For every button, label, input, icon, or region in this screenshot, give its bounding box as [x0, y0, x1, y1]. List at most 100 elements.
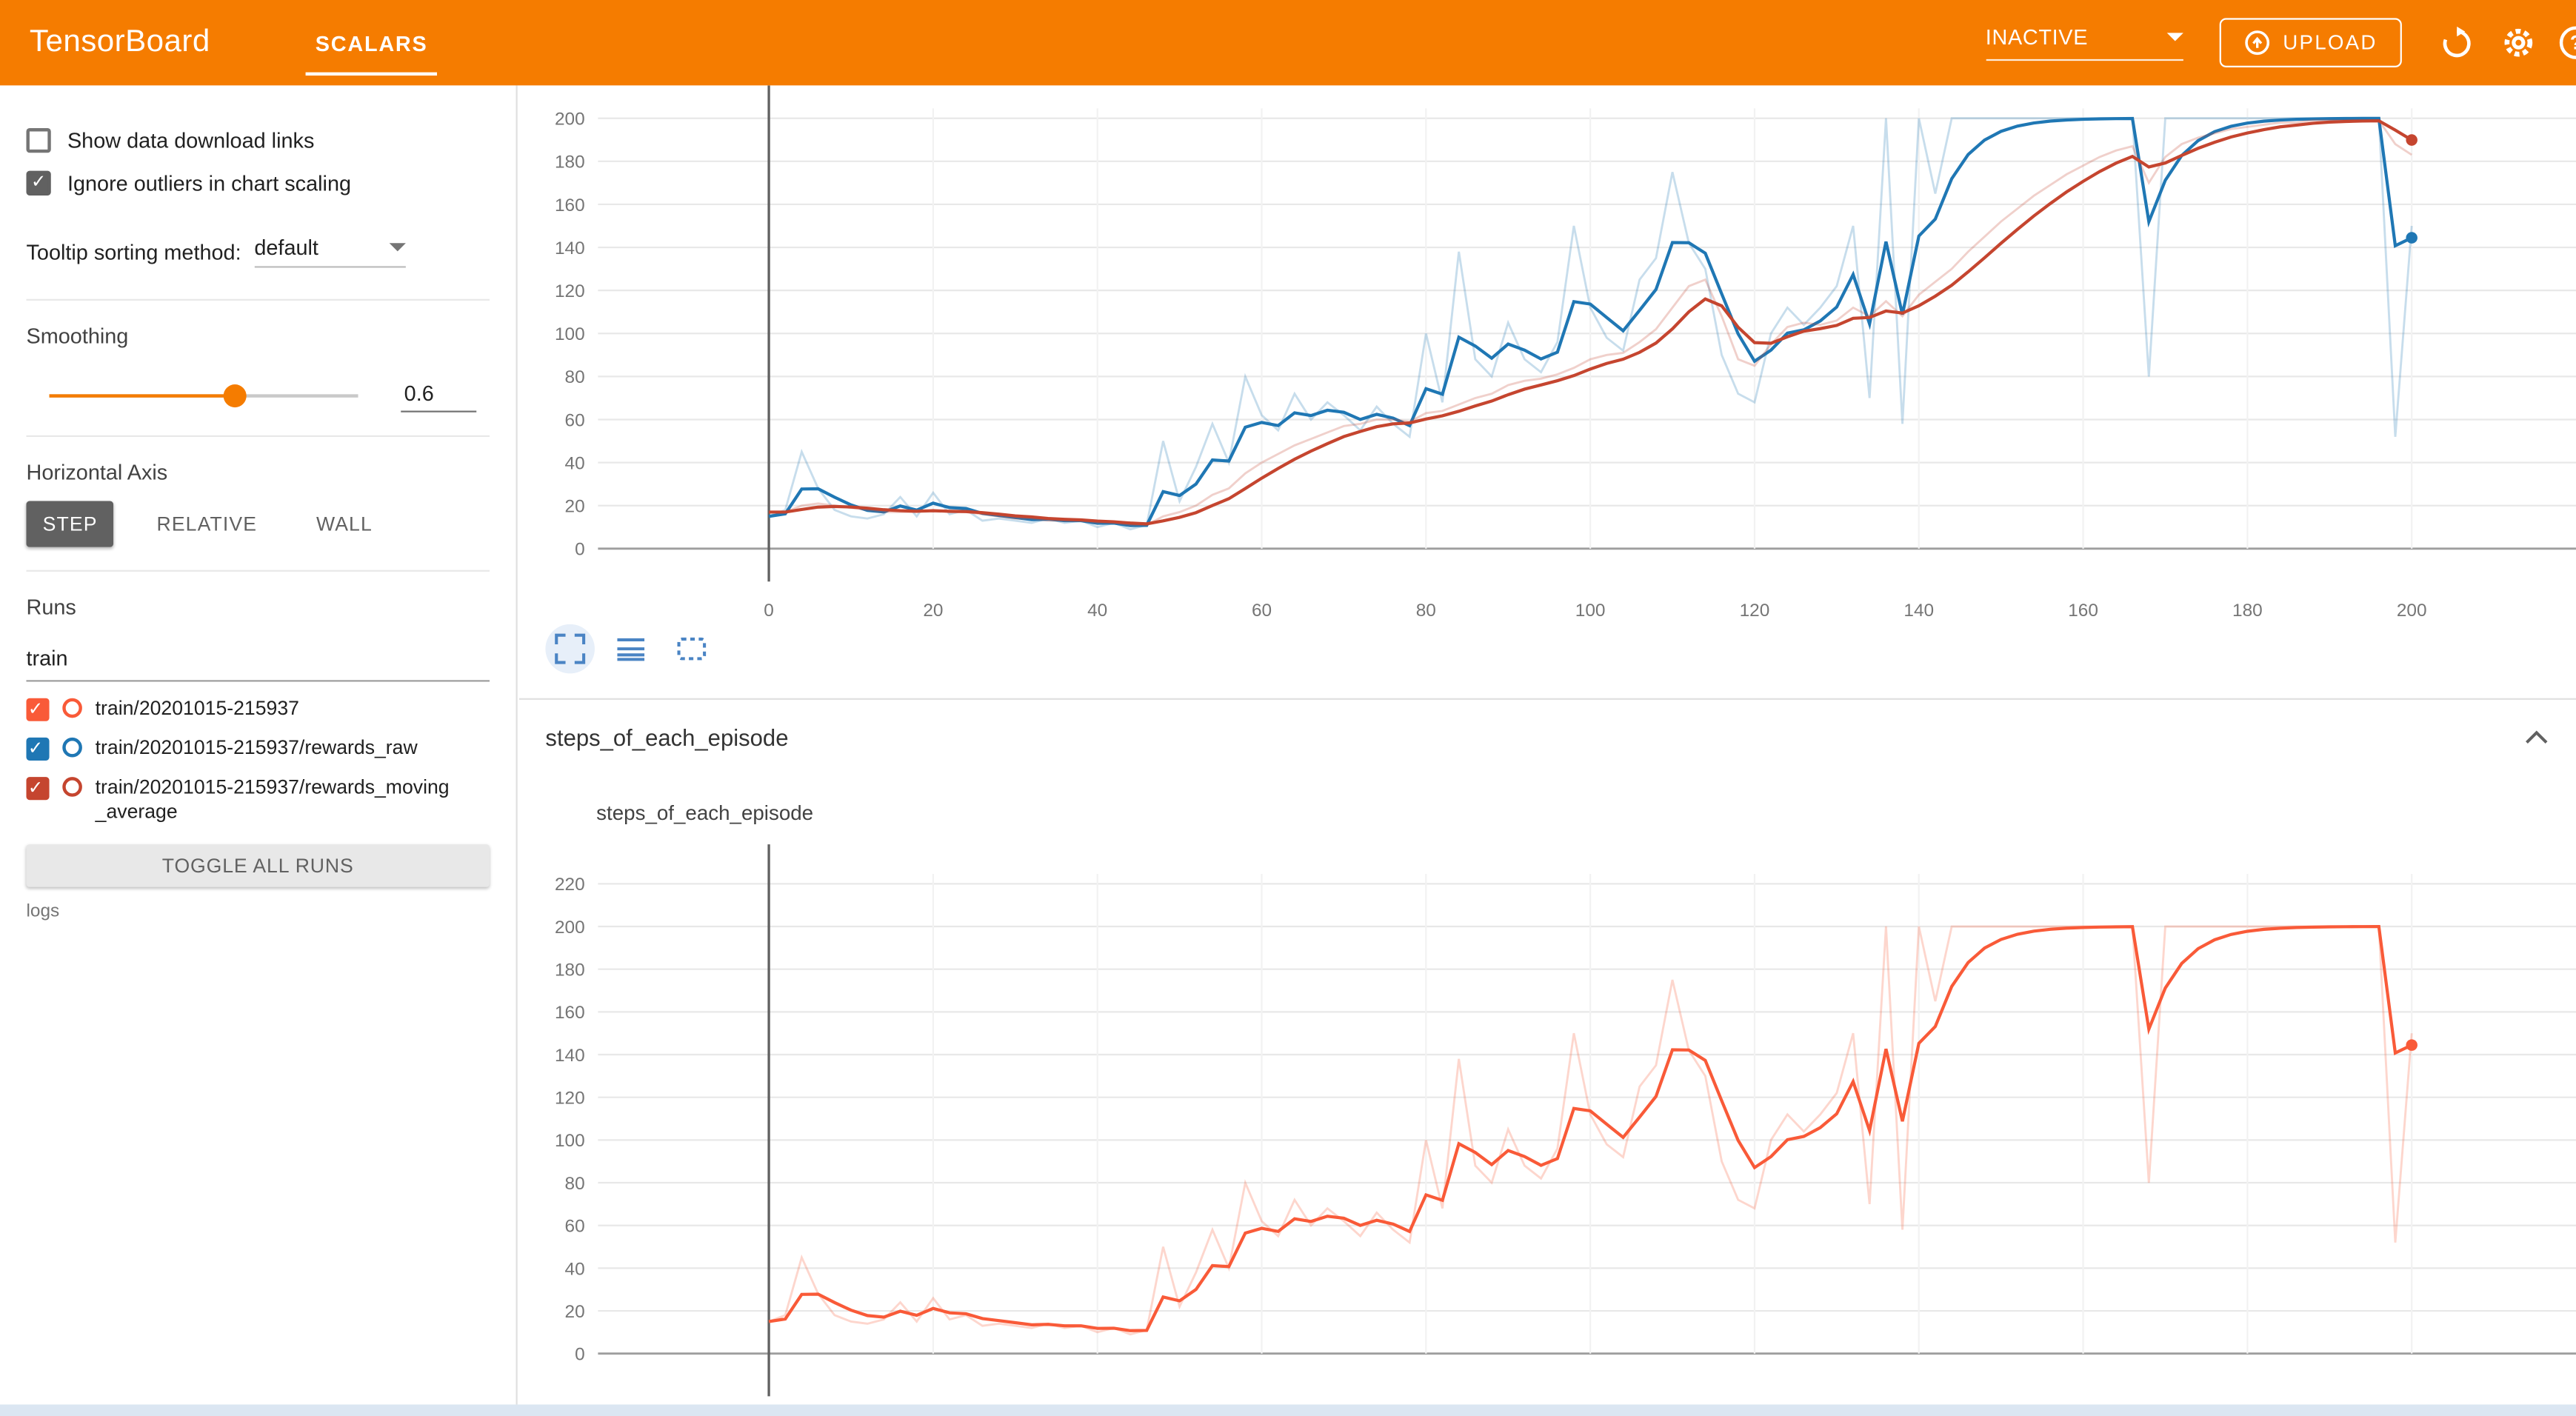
refresh-button[interactable]: [2435, 21, 2477, 64]
svg-text:0: 0: [575, 1345, 585, 1365]
svg-text:160: 160: [2068, 601, 2098, 621]
chevron-down-icon: [2166, 33, 2183, 41]
show-download-links-label: Show data download links: [67, 127, 315, 153]
ignore-outliers-row: Ignore outliers in chart scaling: [26, 161, 490, 204]
svg-text:0: 0: [764, 601, 774, 621]
svg-text:200: 200: [2397, 601, 2427, 621]
svg-text:20: 20: [565, 497, 585, 517]
svg-text:60: 60: [565, 410, 585, 430]
svg-text:160: 160: [555, 196, 585, 216]
tooltip-sorting-dropdown[interactable]: default: [254, 235, 406, 268]
run-checkbox[interactable]: [26, 737, 50, 761]
horizontal-axis-buttons: STEP RELATIVE WALL: [26, 501, 490, 547]
run-row: train/20201015-215937/rewards_moving_ave…: [26, 775, 490, 825]
show-download-links-checkbox[interactable]: [26, 127, 51, 153]
smoothing-value-input[interactable]: [401, 378, 477, 413]
axis-relative-button[interactable]: RELATIVE: [140, 501, 273, 547]
svg-text:160: 160: [555, 1003, 585, 1023]
bottom-edge-strip: [0, 1404, 2576, 1416]
log-scale-button[interactable]: [606, 624, 655, 674]
chevron-down-icon: [389, 243, 406, 252]
rewards-chart[interactable]: 0 20 40 60 80 100 120 140 160 180 200 0 20 40 60 80 100 1…: [519, 85, 2576, 698]
gear-icon: [2504, 28, 2533, 57]
ignore-outliers-checkbox[interactable]: [26, 170, 51, 195]
svg-text:40: 40: [565, 453, 585, 473]
smoothing-slider[interactable]: [49, 383, 358, 407]
upload-button[interactable]: UPLOAD: [2218, 18, 2402, 67]
data-status-value: INACTIVE: [1985, 24, 2089, 50]
svg-text:140: 140: [1903, 601, 1934, 621]
chart-card-title: steps_of_each_episode: [596, 801, 814, 825]
svg-text:100: 100: [555, 1131, 585, 1151]
show-download-links-row: Show data download links: [26, 118, 490, 161]
smoothing-row: [26, 378, 490, 413]
svg-text:140: 140: [555, 238, 585, 258]
slider-fill: [49, 393, 235, 397]
tab-scalars[interactable]: SCALARS: [305, 0, 438, 85]
tooltip-sorting-row: Tooltip sorting method: default: [26, 227, 490, 276]
chart-toolbar: [545, 624, 716, 674]
upload-button-label: UPLOAD: [2283, 31, 2378, 55]
svg-text:120: 120: [1740, 601, 1770, 621]
toggle-all-runs-button[interactable]: TOGGLE ALL RUNS: [26, 844, 490, 887]
svg-text:120: 120: [555, 281, 585, 301]
sidebar-divider: [26, 570, 490, 572]
svg-text:80: 80: [565, 1174, 585, 1194]
ignore-outliers-label: Ignore outliers in chart scaling: [67, 170, 352, 195]
data-status-dropdown[interactable]: INACTIVE: [1985, 24, 2183, 61]
run-row: train/20201015-215937/rewards_raw: [26, 736, 490, 761]
run-name[interactable]: train/20201015-215937: [95, 696, 299, 720]
run-name[interactable]: train/20201015-215937/rewards_raw: [95, 735, 418, 759]
tooltip-sorting-value: default: [254, 235, 318, 260]
svg-text:0: 0: [575, 540, 585, 560]
horizontal-axis-label: Horizontal Axis: [26, 460, 168, 485]
svg-text:180: 180: [2232, 601, 2263, 621]
run-isolate-radio[interactable]: [62, 698, 82, 718]
refresh-icon: [2442, 25, 2470, 57]
svg-text:40: 40: [1087, 601, 1107, 621]
upload-icon: [2244, 30, 2269, 56]
svg-text:120: 120: [555, 1089, 585, 1109]
logdir-label: logs: [26, 901, 60, 922]
run-isolate-radio[interactable]: [62, 777, 82, 797]
tag-section-header[interactable]: steps_of_each_episode: [518, 698, 2576, 774]
slider-knob[interactable]: [223, 383, 247, 407]
axis-step-button[interactable]: STEP: [26, 501, 114, 547]
run-isolate-radio[interactable]: [62, 737, 82, 758]
svg-text:140: 140: [555, 1046, 585, 1066]
top-bar: TensorBoard SCALARS INACTIVE UPLOAD: [0, 0, 2576, 86]
scalars-dashboard: 0 20 40 60 80 100 120 140 160 180 200 0 20 40 60 80 100 1…: [518, 85, 2576, 1416]
steps-chart[interactable]: 0 20 40 60 80 100 120 140 160 180 200 220: [519, 838, 2576, 1416]
run-name[interactable]: train/20201015-215937/rewards_moving_ave…: [95, 775, 450, 824]
collapse-chevron-icon[interactable]: [2523, 729, 2549, 745]
app-title: TensorBoard: [29, 24, 210, 59]
run-checkbox[interactable]: [26, 777, 50, 801]
axis-wall-button[interactable]: WALL: [300, 501, 389, 547]
fit-domain-icon: [677, 637, 707, 661]
svg-text:100: 100: [555, 324, 585, 344]
svg-text:180: 180: [555, 961, 585, 981]
svg-text:60: 60: [1252, 601, 1272, 621]
runs-filter-input[interactable]: [26, 638, 490, 682]
svg-text:60: 60: [565, 1217, 585, 1237]
help-button[interactable]: [2559, 26, 2576, 59]
svg-text:20: 20: [565, 1302, 585, 1322]
runs-label: Runs: [26, 594, 76, 620]
run-row: train/20201015-215937: [26, 696, 490, 721]
svg-text:180: 180: [555, 153, 585, 173]
expand-icon: [555, 633, 586, 664]
svg-text:200: 200: [555, 918, 585, 938]
settings-button[interactable]: [2497, 21, 2540, 64]
expand-chart-button[interactable]: [545, 624, 595, 674]
svg-text:80: 80: [565, 367, 585, 387]
tab-scalars-label: SCALARS: [315, 30, 428, 56]
svg-text:200: 200: [555, 110, 585, 130]
svg-text:220: 220: [555, 875, 585, 895]
sidebar-divider: [26, 435, 490, 438]
log-scale-icon: [617, 638, 645, 661]
svg-text:20: 20: [923, 601, 943, 621]
run-checkbox[interactable]: [26, 698, 50, 721]
sidebar-divider: [26, 298, 490, 301]
settings-sidebar: Show data download links Ignore outliers…: [0, 85, 518, 1416]
fit-domain-button[interactable]: [667, 624, 717, 674]
